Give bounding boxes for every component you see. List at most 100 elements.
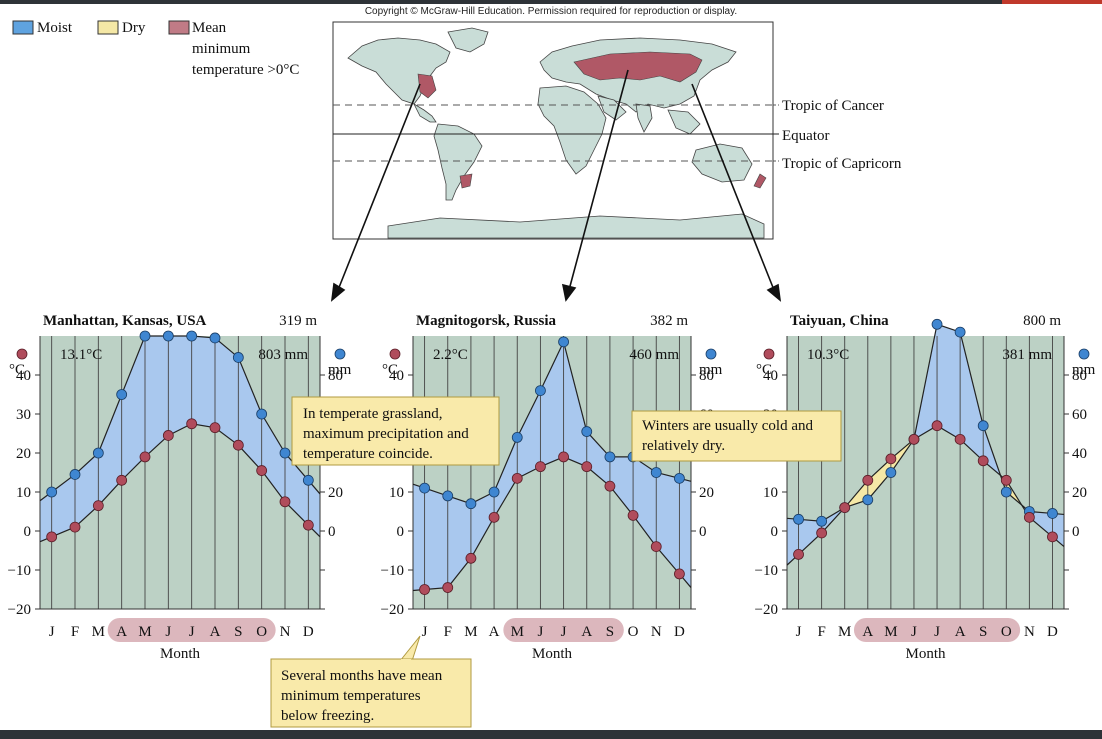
precip-point	[209, 332, 221, 344]
moist-area	[75, 453, 99, 528]
moist-area	[98, 394, 122, 506]
month-label: S	[234, 624, 242, 640]
chart-elevation: 319 m	[279, 313, 317, 329]
moist-area	[121, 336, 145, 481]
moist-area	[517, 390, 541, 479]
month-label: O	[1001, 624, 1012, 640]
month-label: A	[489, 624, 500, 640]
month-label: M	[92, 624, 105, 640]
highlight-months	[107, 618, 276, 642]
temp-point	[862, 474, 874, 486]
precip-point	[186, 330, 198, 342]
callout-freezing-line-2: minimum temperatures	[281, 688, 421, 704]
month-label: M	[511, 624, 524, 640]
moist-area	[798, 519, 822, 555]
temp-point	[650, 541, 662, 552]
precip-point	[604, 451, 616, 463]
moist-area	[679, 478, 691, 588]
central-america-shape	[413, 102, 437, 123]
month-label: M	[138, 624, 151, 640]
month-label: D	[1047, 624, 1058, 640]
month-label: A	[581, 624, 592, 640]
month-label: N	[651, 624, 662, 640]
legend-swatch-dry	[97, 20, 119, 35]
temp-point	[954, 433, 966, 445]
callout-winters: Winters are usually cold and relatively …	[631, 410, 842, 462]
greenland-shape	[447, 27, 489, 53]
y2-tick-label: 80	[328, 368, 343, 384]
moist-area	[261, 414, 285, 502]
y-tick-label: −20	[8, 602, 31, 618]
temp-point	[92, 500, 104, 512]
temp-point	[232, 439, 244, 451]
right-unit-label: mm	[1072, 362, 1096, 378]
temp-unit-marker	[16, 348, 28, 360]
temp-point	[46, 531, 58, 543]
month-label: F	[444, 624, 452, 640]
moist-area	[470, 492, 495, 559]
month-label: J	[537, 624, 543, 640]
map-arrows	[330, 69, 782, 302]
precip-point	[279, 447, 291, 459]
temp-point	[116, 474, 128, 486]
month-label: S	[606, 624, 614, 640]
precip-point	[931, 318, 943, 330]
temp-point	[674, 568, 685, 580]
plot-background	[787, 336, 1064, 609]
temp-point	[558, 451, 569, 463]
temp-point	[908, 433, 920, 445]
precip-unit-marker	[705, 348, 717, 360]
legend-label-dry: Dry	[122, 20, 146, 36]
antarctica-shape	[387, 213, 765, 239]
chart-elevation: 800 m	[1023, 313, 1061, 329]
label-tropic-capricorn: Tropic of Capricorn	[782, 156, 902, 172]
month-label: J	[796, 624, 802, 640]
highlight-months	[503, 618, 624, 642]
precip-point	[885, 467, 897, 478]
precip-point	[116, 389, 128, 400]
month-label: J	[49, 624, 55, 640]
y-tick-label: 40	[389, 368, 404, 384]
x-axis-title: Month	[160, 646, 201, 662]
mean-temp-label: 10.3°C	[807, 347, 849, 363]
month-label: F	[817, 624, 825, 640]
arrowhead-magnitogorsk	[561, 283, 577, 302]
callout-winters-line-1: Winters are usually cold and	[642, 418, 814, 434]
month-label: J	[189, 624, 195, 640]
y-tick-label: 30	[16, 407, 31, 423]
moist-area	[215, 337, 239, 446]
month-label: A	[955, 624, 966, 640]
temp-point	[885, 453, 897, 465]
moist-area	[1029, 511, 1053, 537]
annual-precip-label: 381 mm	[1002, 347, 1052, 363]
climate-charts: −20 −10 0 10 20 30 40 0 20 40 60 80 Manhattan, Kansa…	[8, 313, 1096, 662]
y-tick-label: 20	[16, 446, 31, 462]
moist-area	[191, 336, 215, 428]
chart-title: Magnitogorsk, Russia	[416, 313, 557, 329]
moist-area	[424, 488, 448, 590]
temp-point	[302, 519, 314, 531]
y2-tick-label: 80	[1072, 368, 1087, 384]
month-label: M	[838, 624, 851, 640]
precip-point	[862, 494, 874, 506]
arrowhead-taiyuan	[766, 283, 782, 302]
callout-freezing-line-3: below freezing.	[281, 708, 374, 724]
temp-point	[1023, 511, 1035, 523]
y2-tick-label: 0	[1072, 524, 1080, 540]
legend-label-mean-min-2: minimum	[192, 41, 251, 57]
temp-point	[465, 552, 477, 564]
x-axis-title: Month	[905, 646, 946, 662]
highlight-months	[853, 618, 1021, 642]
precip-point	[793, 513, 804, 525]
y-tick-label: 40	[763, 368, 778, 384]
temp-point	[186, 418, 198, 430]
temp-point	[69, 521, 81, 533]
y-tick-label: 10	[16, 485, 31, 501]
y2-tick-label: 0	[699, 524, 707, 540]
precip-point	[442, 490, 454, 502]
precip-point	[162, 330, 174, 342]
moist-area	[563, 341, 587, 467]
month-label: M	[884, 624, 897, 640]
precip-point	[650, 467, 662, 478]
